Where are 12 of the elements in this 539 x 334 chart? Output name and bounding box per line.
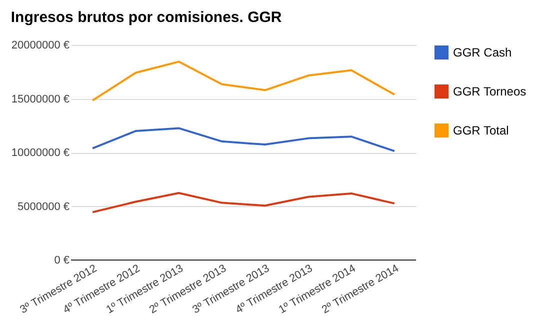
- y-tick-label: 15000000 €: [11, 93, 70, 106]
- legend-label: GGR Total: [453, 124, 509, 138]
- legend-label: GGR Cash: [453, 46, 512, 60]
- chart-title: Ingresos brutos por comisiones. GGR: [10, 9, 282, 26]
- legend-label: GGR Torneos: [453, 84, 526, 98]
- y-tick-label: 20000000 €: [11, 40, 70, 52]
- y-tick-label: 5000000 €: [18, 200, 70, 213]
- y-tick-label: 10000000 €: [11, 147, 70, 159]
- line-series: [92, 60, 396, 102]
- line-series: [92, 192, 396, 214]
- y-tick-label: 0 €: [54, 254, 70, 266]
- line-series: [92, 127, 396, 152]
